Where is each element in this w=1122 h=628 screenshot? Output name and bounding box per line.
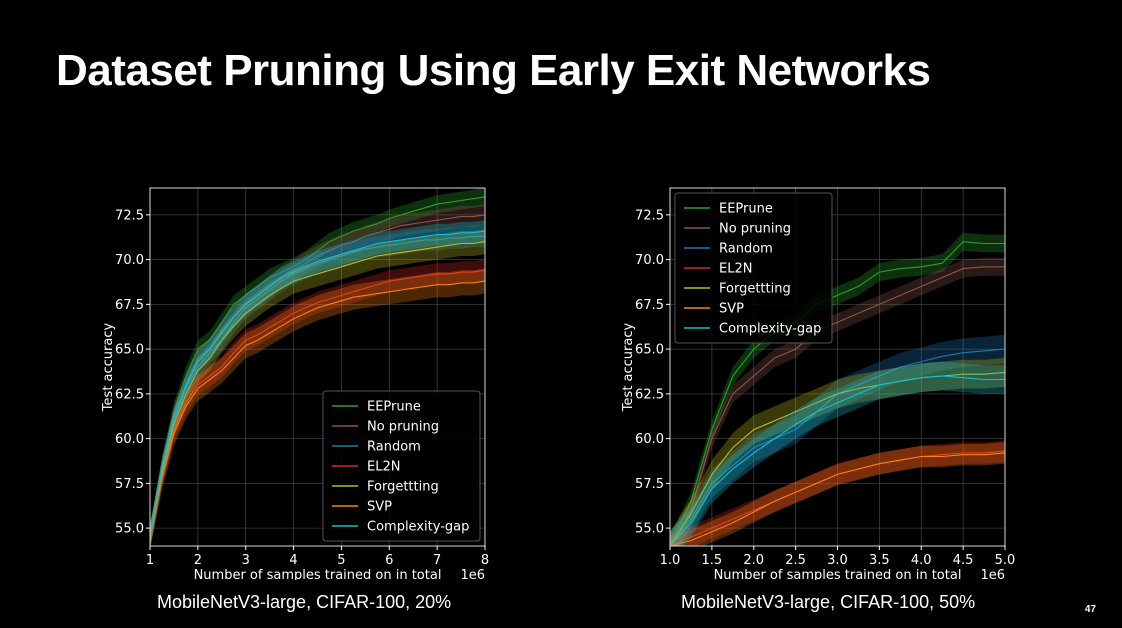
right-band-svp xyxy=(670,442,1005,546)
right-legend-label-el2n: EL2N xyxy=(719,262,752,277)
right-legend-label-svp: SVP xyxy=(719,302,744,317)
left-legend-label-complexity-gap: Complexity-gap xyxy=(367,520,469,535)
right-line-forgettting xyxy=(670,371,1005,546)
left-ytick-label: 65.0 xyxy=(115,343,144,358)
left-xtick-label: 5 xyxy=(337,553,345,568)
right-line-eeprune xyxy=(670,241,1005,546)
right-xtick-label: 1.0 xyxy=(660,553,681,568)
left-ytick-label: 60.0 xyxy=(115,432,144,447)
left-ytick-label: 72.5 xyxy=(115,208,144,223)
left-xtick-label: 7 xyxy=(433,553,441,568)
right-band-el2n xyxy=(670,440,1005,546)
left-line-random xyxy=(150,235,485,538)
right-ylabel: Test accuracy xyxy=(621,323,636,413)
right-ytick-label: 57.5 xyxy=(635,477,664,492)
left-xtick-label: 1 xyxy=(146,553,154,568)
left-line-no-pruning xyxy=(150,214,485,538)
left-legend-label-eeprune: EEPrune xyxy=(367,400,421,415)
left-series-group xyxy=(150,188,485,546)
right-xtick-label: 2.0 xyxy=(743,553,764,568)
right-line-svp xyxy=(670,452,1005,546)
left-ytick-label: 62.5 xyxy=(115,387,144,402)
left-ytick-label: 67.5 xyxy=(115,298,144,313)
right-legend: EEPrune No pruning Random EL2N Forgettting SV… xyxy=(674,192,833,344)
right-ytick-label: 60.0 xyxy=(635,432,664,447)
left-legend-label-svp: SVP xyxy=(367,500,392,515)
left-ytick-label: 55.0 xyxy=(115,522,144,537)
left-legend-label-no-pruning: No pruning xyxy=(367,420,439,435)
left-xtick-label: 4 xyxy=(289,553,297,568)
left-ytick-label: 57.5 xyxy=(115,477,144,492)
right-series-group xyxy=(670,232,1005,546)
left-xtick-label: 2 xyxy=(194,553,202,568)
right-legend-label-forgettting: Forgettting xyxy=(719,282,791,297)
right-band-random xyxy=(670,334,1005,546)
right-xtick-label: 2.5 xyxy=(785,553,806,568)
right-ytick-label: 62.5 xyxy=(635,387,664,402)
left-line-forgettting xyxy=(150,241,485,538)
right-legend-label-eeprune: EEPrune xyxy=(719,202,773,217)
right-legend-label-random: Random xyxy=(719,242,773,257)
left-xtick-label: 6 xyxy=(385,553,393,568)
right-band-forgettting xyxy=(670,358,1005,546)
right-xtick-label: 5.0 xyxy=(995,553,1016,568)
right-line-no-pruning xyxy=(670,266,1005,546)
right-ytick-label: 72.5 xyxy=(635,208,664,223)
right-xlabel: Number of samples trained on in total xyxy=(714,568,962,580)
right-ytick-label: 65.0 xyxy=(635,343,664,358)
right-band-no-pruning xyxy=(670,257,1005,546)
chart-left: 1 2 3 4 5 6 7 8 55.0 57.5 60.0 62.5 65.0 67.5 70.0 72.5… xyxy=(101,187,489,580)
left-line-eeprune xyxy=(150,196,485,538)
right-xtick-label: 4.5 xyxy=(953,553,974,568)
right-xtick-label: 1.5 xyxy=(702,553,723,568)
right-ytick-label: 70.0 xyxy=(635,253,664,268)
right-xtick-label: 3.5 xyxy=(869,553,890,568)
right-xtick-label: 4.0 xyxy=(911,553,932,568)
right-ytick-label: 67.5 xyxy=(635,298,664,313)
left-ylabel: Test accuracy xyxy=(101,323,116,413)
slide-title: Dataset Pruning Using Early Exit Network… xyxy=(56,46,931,95)
page-number: 47 xyxy=(1084,604,1096,615)
left-legend-label-random: Random xyxy=(367,440,421,455)
left-band-svp xyxy=(150,268,485,546)
right-x-offset-label: 1e6 xyxy=(980,568,1005,580)
right-legend-label-complexity-gap: Complexity-gap xyxy=(719,322,821,337)
left-legend-label-el2n: EL2N xyxy=(367,460,400,475)
left-legend-label-forgettting: Forgettting xyxy=(367,480,439,495)
left-x-offset-label: 1e6 xyxy=(460,568,485,580)
left-line-el2n xyxy=(150,269,485,538)
right-xtick-label: 3.0 xyxy=(827,553,848,568)
right-legend-box xyxy=(674,192,833,344)
left-xtick-label: 8 xyxy=(481,553,489,568)
left-legend: EEPrune No pruning Random EL2N Forgettting SV… xyxy=(322,390,481,542)
left-line-complexity-gap xyxy=(150,230,485,538)
right-ytick-label: 55.0 xyxy=(635,522,664,537)
left-frame xyxy=(149,187,486,547)
left-ytick-label: 70.0 xyxy=(115,253,144,268)
right-legend-label-no-pruning: No pruning xyxy=(719,222,791,237)
right-band-complexity-gap xyxy=(670,361,1005,546)
left-line-svp xyxy=(150,280,485,538)
chart-left-caption: MobileNetV3-large, CIFAR-100, 20% xyxy=(157,592,452,612)
left-xlabel: Number of samples trained on in total xyxy=(194,568,442,580)
chart-right: 1.0 1.5 2.0 2.5 3.0 3.5 4.0 4.5 5.0 55.0 57.5 60.0 6… xyxy=(621,187,1016,580)
right-line-complexity-gap xyxy=(670,375,1005,546)
chart-right-caption: MobileNetV3-large, CIFAR-100, 50% xyxy=(681,592,976,612)
left-legend-box xyxy=(322,390,481,542)
left-xtick-label: 3 xyxy=(242,553,250,568)
